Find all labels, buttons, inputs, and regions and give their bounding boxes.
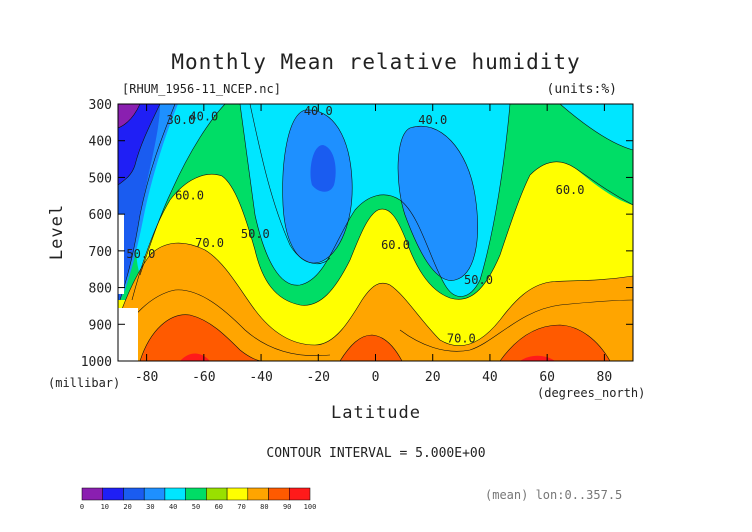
colorbar-tick-label: 30: [146, 503, 154, 511]
band-0-10-left: [118, 104, 140, 128]
band-30-40-left: [120, 104, 178, 300]
y-tick-label: 500: [89, 171, 112, 186]
band-90-100-orange: [140, 314, 262, 361]
x-tick-label: 80: [597, 370, 613, 385]
contour-label: 30.0: [166, 113, 195, 127]
contour-label: 60.0: [381, 238, 410, 252]
x-tick-label: -20: [307, 370, 330, 385]
colorbar-tick-label: 40: [169, 503, 177, 511]
colorbar-swatch: [164, 487, 186, 501]
contour-label: 60.0: [175, 188, 204, 202]
band-100-red-1: [180, 353, 210, 361]
contour-label: 50.0: [241, 227, 270, 241]
contour-lines: [118, 104, 633, 361]
units-label: (units:%): [547, 82, 617, 97]
colorbar-swatch: [185, 487, 207, 501]
colorbar-swatch: [123, 487, 145, 501]
y-axis-label: Level: [47, 204, 67, 260]
contour-field: [118, 104, 633, 361]
mean-label: (mean) lon:0..357.5: [485, 488, 622, 502]
y-tick-label: 600: [89, 208, 112, 223]
x-tick-label: 60: [539, 370, 555, 385]
contour-label: 70.0: [195, 236, 224, 250]
colorbar-swatch: [206, 487, 228, 501]
y-tick-label: 300: [89, 98, 112, 113]
band-90-100-orange-3: [500, 325, 610, 361]
contour-label: 40.0: [189, 110, 218, 124]
band-100-red-2: [520, 355, 555, 361]
colorbar-tick-label: 60: [215, 503, 223, 511]
colorbar-swatch: [247, 487, 269, 501]
y-tick-label: 800: [89, 282, 112, 297]
contour-label: 50.0: [126, 247, 155, 261]
colorbar-tick-label: 10: [101, 503, 109, 511]
x-axis-label: Latitude: [331, 403, 421, 423]
contour-label: 40.0: [418, 113, 447, 127]
contour-label-layer: 30.040.0 40.040.060.0 60.050.050.070.0 60.0…: [126, 104, 584, 346]
contour-label: 50.0: [464, 273, 493, 287]
contour-label: 60.0: [556, 183, 585, 197]
contour-label: 40.0: [304, 104, 333, 118]
chart-title: Monthly Mean relative humidity: [171, 50, 580, 74]
colorbar: 0 10 20 30 40 50 60 70 80 90 100: [80, 487, 317, 511]
colorbar-tick-label: 70: [237, 503, 245, 511]
colorbar-tick-label: 0: [80, 503, 84, 511]
colorbar-tick-label: 20: [123, 503, 131, 511]
band-90-100-orange-2: [340, 335, 402, 361]
missing-data-notch-1: [118, 214, 124, 294]
colorbar-swatch: [102, 487, 124, 501]
colorbar-swatch: [143, 487, 166, 501]
colorbar-tick-label: 100: [304, 503, 317, 511]
x-tick-label: -80: [135, 370, 158, 385]
y-tick-label: 400: [89, 135, 112, 150]
band-30-40-cell-left: [310, 145, 336, 192]
missing-data-notch-2: [118, 308, 138, 361]
colorbar-swatch: [289, 487, 311, 501]
y-tick-label: 1000: [81, 355, 112, 370]
colorbar-swatch: [226, 487, 249, 501]
file-label: [RHUM_1956-11_NCEP.nc]: [122, 82, 281, 96]
band-10-20-left: [118, 104, 160, 185]
y-units-label: (millibar): [48, 376, 120, 390]
x-tick-label: -60: [192, 370, 215, 385]
x-tick-label: 20: [425, 370, 441, 385]
colorbar-tick-label: 90: [283, 503, 291, 511]
contour-label: 70.0: [447, 332, 476, 346]
y-axis-ticks: 300 400 500 600 700 800 900 1000: [81, 98, 633, 370]
x-tick-label: 40: [482, 370, 498, 385]
colorbar-swatch: [81, 487, 103, 501]
contour-interval-label: CONTOUR INTERVAL = 5.000E+00: [266, 446, 485, 461]
band-40-50-cell-right: [398, 126, 478, 281]
colorbar-tick-label: 80: [260, 503, 268, 511]
x-axis-ticks: -80 -60 -40 -20 0 20 40 60 80: [135, 104, 612, 385]
x-tick-label: -40: [249, 370, 272, 385]
colorbar-swatch: [268, 487, 290, 501]
y-tick-label: 700: [89, 245, 112, 260]
x-units-label: (degrees_north): [537, 386, 645, 400]
y-tick-label: 900: [89, 318, 112, 333]
colorbar-tick-label: 50: [192, 503, 200, 511]
band-50-60-right: [560, 104, 633, 150]
x-tick-label: 0: [372, 370, 380, 385]
